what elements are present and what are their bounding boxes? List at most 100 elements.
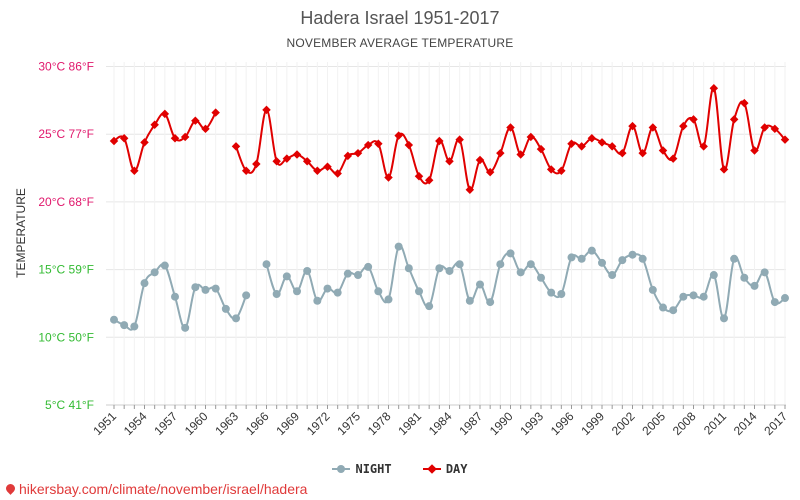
day-point: [374, 139, 383, 148]
night-point: [506, 249, 515, 258]
x-tick-label: 1984: [426, 409, 455, 438]
chart-title: Hadera Israel 1951-2017: [300, 8, 500, 28]
x-tick-label: 2017: [761, 409, 790, 438]
location-pin-icon: [4, 482, 17, 495]
y-axis-title: TEMPERATURE: [14, 188, 28, 278]
x-tick-label: 1975: [334, 409, 363, 438]
night-point: [547, 288, 556, 297]
legend-item-day[interactable]: DAY: [422, 462, 468, 476]
x-tick-label: 1969: [273, 409, 302, 438]
day-point: [333, 169, 342, 178]
day-point: [618, 148, 627, 158]
night-point: [699, 292, 708, 301]
night-point: [476, 280, 484, 289]
night-point: [628, 250, 637, 259]
day-point: [180, 132, 190, 142]
day-point: [679, 121, 688, 131]
day-point: [150, 120, 159, 129]
night-point: [303, 266, 312, 275]
day-point: [689, 115, 698, 124]
night-point: [537, 273, 545, 282]
night-point: [343, 269, 352, 278]
night-point: [730, 254, 739, 263]
x-tick-label: 1987: [456, 409, 485, 438]
day-point: [262, 105, 271, 115]
day-point: [475, 155, 485, 165]
day-point: [272, 157, 281, 166]
night-point: [150, 268, 159, 277]
x-tick-label: 1972: [304, 409, 333, 438]
night-point: [221, 304, 230, 313]
day-point: [282, 154, 292, 163]
night-point: [720, 314, 728, 323]
x-tick-label: 2014: [731, 409, 760, 438]
day-point: [252, 159, 261, 169]
night-point: [313, 296, 322, 305]
x-tick-label: 2008: [670, 409, 699, 438]
day-point: [109, 136, 119, 146]
day-point: [231, 142, 241, 151]
day-point: [241, 166, 251, 176]
chart-subtitle: NOVEMBER AVERAGE TEMPERATURE: [286, 36, 514, 50]
night-point: [425, 302, 434, 311]
source-watermark[interactable]: hikersbay.com/climate/november/israel/ha…: [4, 481, 307, 497]
night-point: [333, 288, 342, 297]
legend-day-label: DAY: [445, 462, 468, 476]
night-point: [394, 242, 403, 251]
night-point: [404, 264, 413, 273]
day-point: [455, 135, 464, 144]
night-point: [140, 279, 149, 288]
x-tick-label: 2005: [639, 409, 668, 438]
x-tick-label: 1957: [151, 409, 180, 438]
night-point: [486, 298, 495, 307]
day-point: [709, 83, 719, 93]
night-point: [750, 281, 759, 290]
night-point: [526, 260, 535, 269]
night-point: [445, 266, 454, 275]
day-point: [668, 154, 678, 163]
day-point: [536, 144, 546, 154]
y-tick-label: 10°C 50°F: [38, 330, 94, 344]
night-point: [282, 272, 291, 281]
x-tick-label: 1960: [182, 409, 211, 438]
night-point: [465, 296, 474, 305]
x-tick-label: 1981: [395, 409, 424, 438]
night-point: [171, 292, 179, 301]
night-point: [415, 287, 423, 296]
night-point: [120, 321, 129, 330]
day-point: [119, 134, 129, 143]
night-point: [455, 260, 464, 269]
day-point: [465, 185, 475, 194]
night-point: [669, 306, 678, 315]
day-point: [130, 166, 139, 176]
x-tick-label: 1951: [90, 409, 119, 438]
legend-night-swatch: [332, 464, 351, 474]
night-point: [242, 291, 251, 300]
day-point: [323, 162, 332, 171]
night-point: [740, 273, 749, 282]
day-point: [485, 167, 495, 177]
x-tick-label: 1954: [121, 409, 150, 438]
legend-item-night[interactable]: NIGHT: [332, 462, 392, 476]
legend-night-label: NIGHT: [355, 462, 392, 476]
night-point: [211, 284, 220, 293]
night-point: [130, 322, 139, 331]
day-point: [394, 131, 403, 140]
day-point: [729, 115, 739, 124]
day-point: [384, 173, 393, 182]
night-point: [648, 285, 657, 294]
day-point: [191, 116, 200, 125]
day-point: [567, 139, 576, 148]
night-point: [577, 254, 586, 263]
night-point: [323, 284, 332, 293]
night-point: [618, 256, 627, 265]
night-point: [181, 323, 190, 332]
y-tick-label: 20°C 68°F: [38, 195, 94, 209]
night-point: [557, 289, 566, 298]
night-point: [608, 271, 617, 280]
day-point: [313, 166, 322, 176]
night-point: [760, 268, 769, 277]
y-tick-label: 5°C 41°F: [45, 398, 94, 412]
day-point: [740, 98, 749, 108]
night-point: [496, 260, 505, 269]
